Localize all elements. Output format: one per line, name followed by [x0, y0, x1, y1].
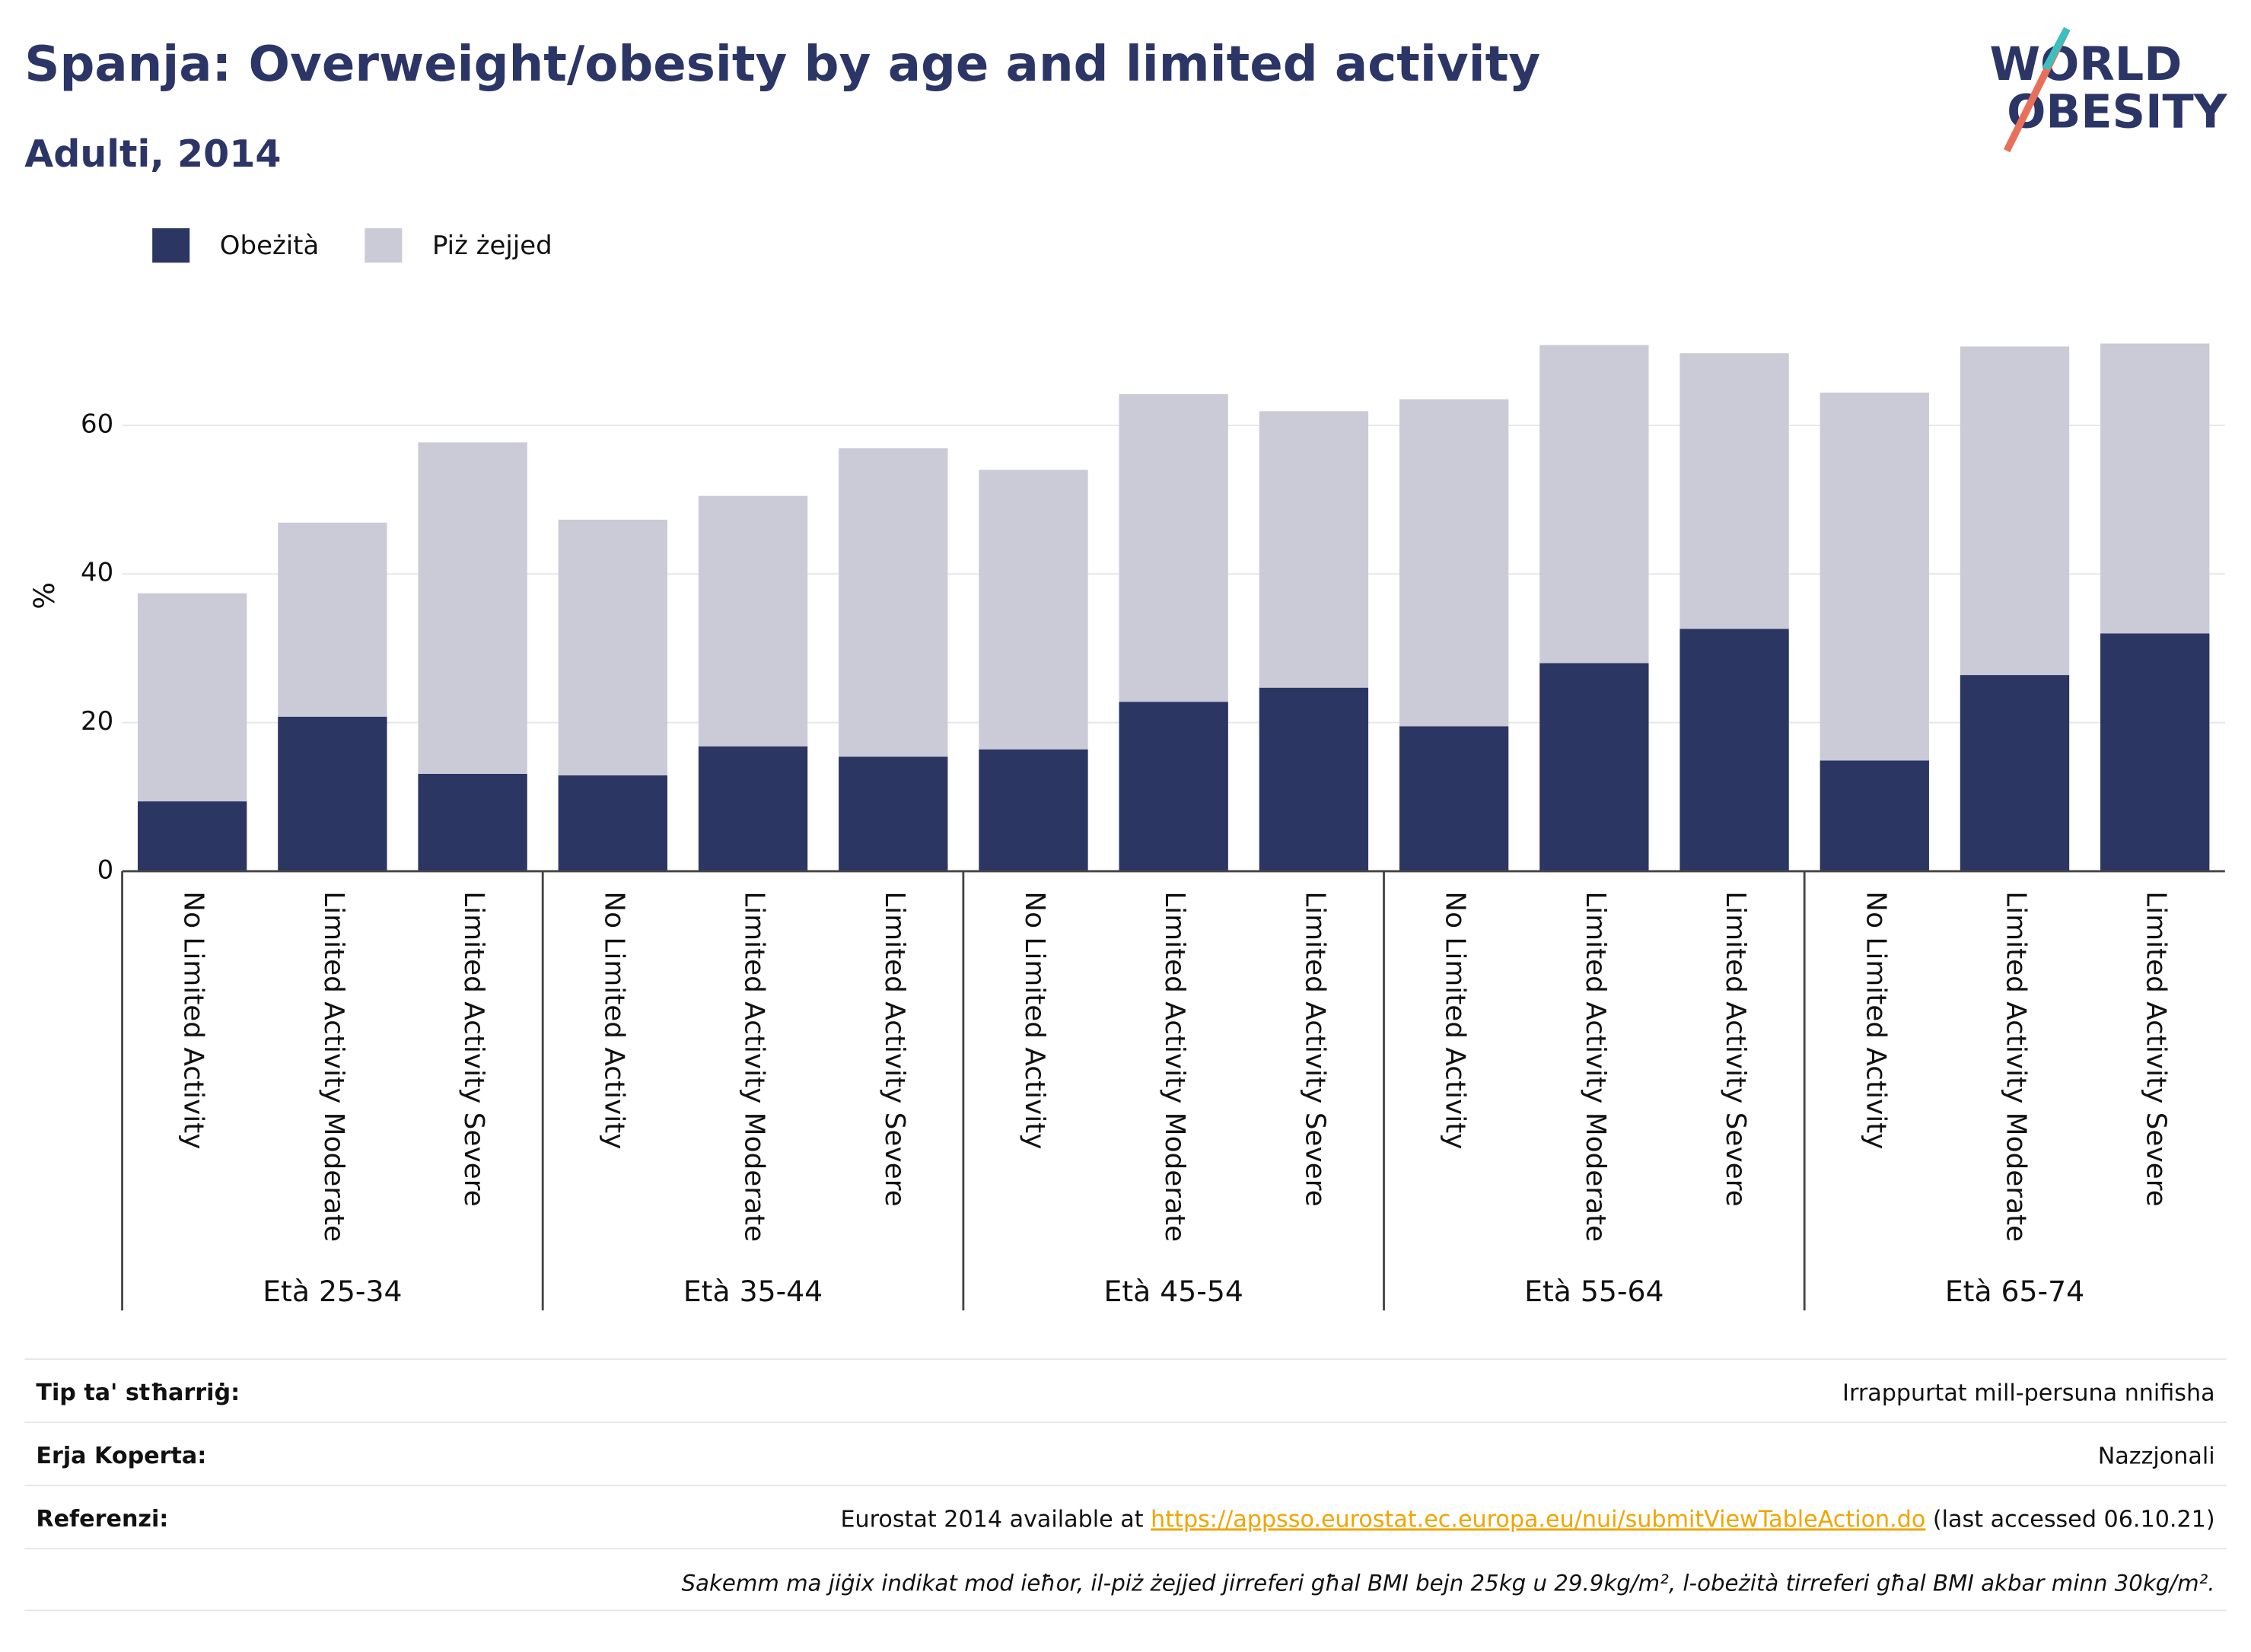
bar: [418, 773, 527, 871]
y-axis-label: %: [27, 582, 61, 610]
x-tick-label: No Limited Activity: [598, 891, 629, 1149]
bar: [418, 442, 527, 774]
group-label: Età 25-34: [263, 1275, 402, 1308]
x-tick-label: Limited Activity Severe: [2141, 891, 2172, 1206]
legend-label: Obeżità: [220, 231, 319, 261]
bar: [1820, 392, 1929, 761]
footer-text: Nazzjonali: [2098, 1443, 2215, 1469]
x-tick-label: No Limited Activity: [1860, 891, 1891, 1149]
y-tick-label: 60: [81, 409, 113, 439]
footer-label: Erja Koperta:: [36, 1443, 206, 1469]
x-tick-label: Limited Activity Moderate: [1159, 891, 1190, 1242]
legend-label: Piż żejjed: [432, 231, 552, 261]
legend-swatch: [152, 228, 190, 263]
bar: [2100, 343, 2210, 634]
bar: [979, 469, 1088, 750]
footer-label: Referenzi:: [36, 1506, 168, 1533]
logo: WORLD: [1989, 38, 2182, 91]
bar: [558, 519, 667, 775]
bar: [558, 775, 667, 871]
bar: [1119, 393, 1228, 702]
bar: [1960, 346, 2070, 676]
x-tick-label: Limited Activity Moderate: [2000, 891, 2031, 1242]
chart-title: Spanja: Overweight/obesity by age and li…: [24, 36, 1540, 93]
footer-note: Sakemm ma jiġix indikat mod ieħor, il-pi…: [682, 1570, 2215, 1596]
x-tick-label: Limited Activity Severe: [458, 891, 489, 1206]
x-tick-label: Limited Activity Moderate: [318, 891, 349, 1242]
x-tick-label: Limited Activity Moderate: [1580, 891, 1611, 1242]
bar: [1820, 760, 1929, 871]
bar: [278, 522, 387, 717]
bar: [1399, 726, 1509, 871]
bar: [1679, 629, 1789, 871]
chart-subtitle: Adulti, 2014: [24, 132, 281, 176]
x-tick-label: Limited Activity Severe: [1299, 891, 1330, 1206]
bar: [1539, 345, 1649, 664]
logo-slash: [2042, 27, 2071, 71]
x-tick-label: No Limited Activity: [1440, 891, 1471, 1149]
bar: [698, 746, 808, 871]
y-tick-label: 40: [81, 558, 113, 588]
x-tick-label: Limited Activity Severe: [879, 891, 910, 1206]
legend-swatch: [365, 228, 403, 263]
bar: [2100, 633, 2210, 871]
bar: [1679, 353, 1789, 629]
footer-value: Irrappurtat mill-persuna nnifisha: [1842, 1380, 2215, 1406]
bar: [979, 749, 1088, 871]
bar: [1399, 399, 1509, 727]
group-label: Età 35-44: [683, 1275, 823, 1308]
logo: OBESITY: [2007, 85, 2228, 138]
bar: [1259, 687, 1369, 871]
bar: [1259, 411, 1369, 688]
x-tick-label: No Limited Activity: [178, 891, 209, 1149]
bar: [137, 801, 247, 871]
footer-value: Nazzjonali: [2098, 1443, 2215, 1469]
footer-value: Eurostat 2014 available at https://appss…: [840, 1506, 2214, 1533]
group-label: Età 65-74: [1945, 1275, 2084, 1308]
y-tick-label: 20: [81, 706, 113, 737]
bar: [839, 448, 948, 757]
x-tick-label: Limited Activity Severe: [1720, 891, 1751, 1206]
x-tick-label: No Limited Activity: [1019, 891, 1050, 1149]
footer-link[interactable]: https://appsso.eurostat.ec.europa.eu/nui…: [1151, 1506, 1925, 1533]
bar: [1539, 663, 1649, 871]
bar: [278, 716, 387, 871]
group-label: Età 55-64: [1524, 1275, 1664, 1308]
bar: [839, 756, 948, 871]
footer-text: Eurostat 2014 available at: [840, 1506, 1151, 1533]
x-tick-label: Limited Activity Moderate: [739, 891, 770, 1242]
footer-text: Irrappurtat mill-persuna nnifisha: [1842, 1380, 2215, 1406]
group-label: Età 45-54: [1104, 1275, 1243, 1308]
footer-text: (last accessed 06.10.21): [1925, 1506, 2214, 1533]
y-tick-label: 0: [97, 855, 114, 885]
footer-label: Tip ta' stħarriġ:: [36, 1380, 240, 1406]
bar: [698, 495, 808, 746]
bar: [1960, 675, 2070, 871]
bar: [1119, 702, 1228, 871]
bar: [137, 593, 247, 802]
